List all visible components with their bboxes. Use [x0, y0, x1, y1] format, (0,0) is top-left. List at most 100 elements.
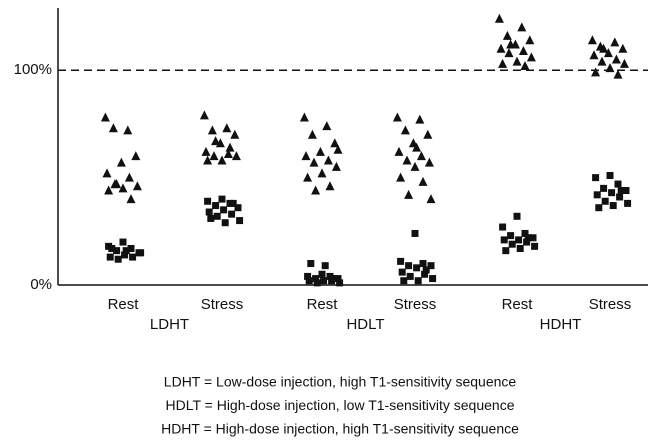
x-tick-label: Stress	[589, 296, 632, 313]
square-point	[523, 238, 531, 246]
triangle-point	[331, 161, 341, 171]
square-point	[616, 193, 624, 201]
square-point	[500, 236, 508, 244]
triangle-point	[223, 149, 233, 159]
square-point	[307, 260, 315, 268]
square-point	[405, 262, 413, 270]
triangle-point	[303, 172, 313, 182]
triangle-point	[418, 176, 428, 186]
square-point	[119, 238, 127, 246]
square-point	[515, 236, 523, 244]
triangle-point	[217, 155, 227, 165]
square-point	[321, 262, 329, 270]
triangle-point	[112, 179, 122, 189]
y-tick-label: 100%	[14, 61, 52, 78]
triangle-point	[126, 194, 136, 204]
triangle-point	[201, 146, 211, 156]
triangle-point	[498, 58, 508, 68]
triangle-point	[496, 43, 506, 53]
square-point	[606, 171, 614, 179]
x-tick-label: Rest	[502, 296, 534, 313]
square-point	[521, 229, 529, 237]
square-point	[228, 210, 236, 218]
square-point	[213, 212, 221, 220]
square-point	[406, 272, 414, 280]
triangle-point	[211, 136, 221, 146]
square-point	[304, 272, 312, 280]
triangle-point	[199, 110, 209, 120]
square-point	[121, 251, 129, 259]
square-point	[516, 244, 524, 252]
square-point	[592, 174, 600, 182]
square-point	[334, 275, 342, 283]
square-point	[524, 234, 532, 242]
triangle-point	[100, 112, 110, 122]
square-point	[129, 253, 137, 261]
triangle-point	[317, 168, 327, 178]
triangle-point	[118, 183, 128, 193]
square-point	[127, 244, 135, 252]
square-point	[305, 277, 313, 285]
triangle-point	[605, 63, 615, 73]
triangle-point	[209, 151, 219, 161]
square-point	[106, 253, 114, 261]
triangle-point	[231, 151, 241, 161]
square-point	[329, 275, 337, 283]
triangle-point	[613, 69, 623, 79]
square-point	[236, 217, 244, 225]
square-point	[622, 187, 630, 195]
triangle-point	[603, 48, 613, 58]
triangle-point	[526, 52, 536, 62]
triangle-point	[322, 121, 332, 131]
square-point	[427, 262, 435, 270]
square-point	[419, 260, 427, 268]
triangle-point	[504, 48, 514, 58]
square-point	[429, 275, 437, 283]
square-point	[205, 208, 213, 216]
triangle-point	[222, 123, 232, 133]
square-point	[502, 247, 510, 255]
square-point	[624, 199, 632, 207]
triangle-point	[597, 56, 607, 66]
triangle-point	[392, 112, 402, 122]
triangle-point	[124, 172, 134, 182]
square-point	[400, 277, 408, 285]
triangle-point	[610, 37, 620, 47]
note: LDHT = Low-dose injection, high T1-sensi…	[164, 374, 517, 390]
triangle-point	[587, 35, 597, 45]
square-point	[221, 219, 229, 227]
square-point	[413, 264, 421, 272]
triangle-point	[525, 35, 535, 45]
triangle-point	[394, 146, 404, 156]
square-point	[593, 191, 601, 199]
triangle-point	[412, 142, 422, 152]
square-point	[531, 242, 539, 250]
square-point	[229, 199, 237, 207]
square-point	[212, 202, 220, 210]
square-point	[397, 257, 405, 265]
square-point	[313, 279, 321, 287]
triangle-point	[325, 181, 335, 191]
square-point	[414, 277, 422, 285]
triangle-point	[404, 189, 414, 199]
y-tick-label: 0%	[30, 276, 52, 293]
triangle-point	[299, 112, 309, 122]
triangle-point	[311, 185, 321, 195]
group-label: HDHT	[540, 316, 582, 333]
triangle-point	[309, 157, 319, 167]
triangle-point	[520, 60, 530, 70]
square-point	[320, 277, 328, 285]
triangle-point	[108, 123, 118, 133]
square-point	[601, 197, 609, 205]
triangle-point	[104, 185, 114, 195]
note: HDLT = High-dose injection, low T1-sensi…	[165, 397, 514, 413]
square-point	[499, 223, 507, 231]
triangle-point	[415, 114, 425, 124]
x-tick-label: Stress	[394, 296, 437, 313]
square-point	[108, 244, 116, 252]
square-point	[529, 234, 537, 242]
square-point	[422, 266, 430, 274]
square-point	[617, 187, 625, 195]
triangle-point	[116, 157, 126, 167]
triangle-point	[323, 155, 333, 165]
